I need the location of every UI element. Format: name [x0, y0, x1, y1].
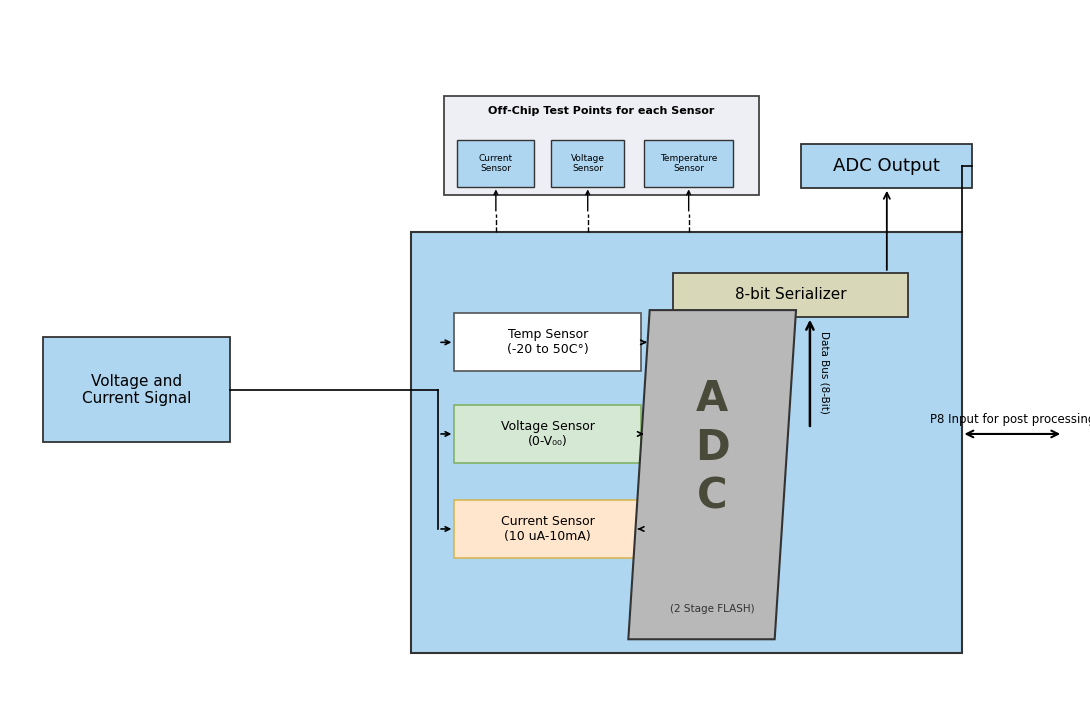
Text: Temp Sensor
(-20 to 50C°): Temp Sensor (-20 to 50C°) — [507, 329, 589, 357]
Bar — [455, 500, 641, 558]
Bar — [458, 141, 534, 186]
Text: Current
Sensor: Current Sensor — [479, 154, 513, 173]
Text: 8-bit Serializer: 8-bit Serializer — [735, 287, 847, 303]
Bar — [674, 273, 908, 317]
Text: (2 Stage FLASH): (2 Stage FLASH) — [670, 604, 754, 614]
Bar — [644, 141, 732, 186]
Text: P8 Input for post processing: P8 Input for post processing — [930, 412, 1090, 425]
Bar — [411, 232, 961, 653]
Text: A
D
C: A D C — [694, 378, 729, 517]
Bar — [444, 96, 759, 195]
Text: Voltage and
Current Signal: Voltage and Current Signal — [82, 374, 191, 406]
Text: Voltage
Sensor: Voltage Sensor — [571, 154, 605, 173]
Bar — [455, 405, 641, 463]
Text: Data Bus (8-Bit): Data Bus (8-Bit) — [820, 331, 829, 414]
Bar — [552, 141, 625, 186]
Text: Voltage Sensor
(0-V₀₀): Voltage Sensor (0-V₀₀) — [500, 420, 595, 448]
Text: Off-Chip Test Points for each Sensor: Off-Chip Test Points for each Sensor — [488, 106, 714, 116]
Text: ADC Output: ADC Output — [834, 157, 941, 175]
Text: Current Sensor
(10 uA-10mA): Current Sensor (10 uA-10mA) — [500, 515, 594, 543]
Polygon shape — [628, 310, 796, 639]
Bar — [43, 337, 230, 443]
Text: Temperature
Sensor: Temperature Sensor — [659, 154, 717, 173]
Bar — [455, 313, 641, 371]
Bar — [801, 144, 972, 188]
